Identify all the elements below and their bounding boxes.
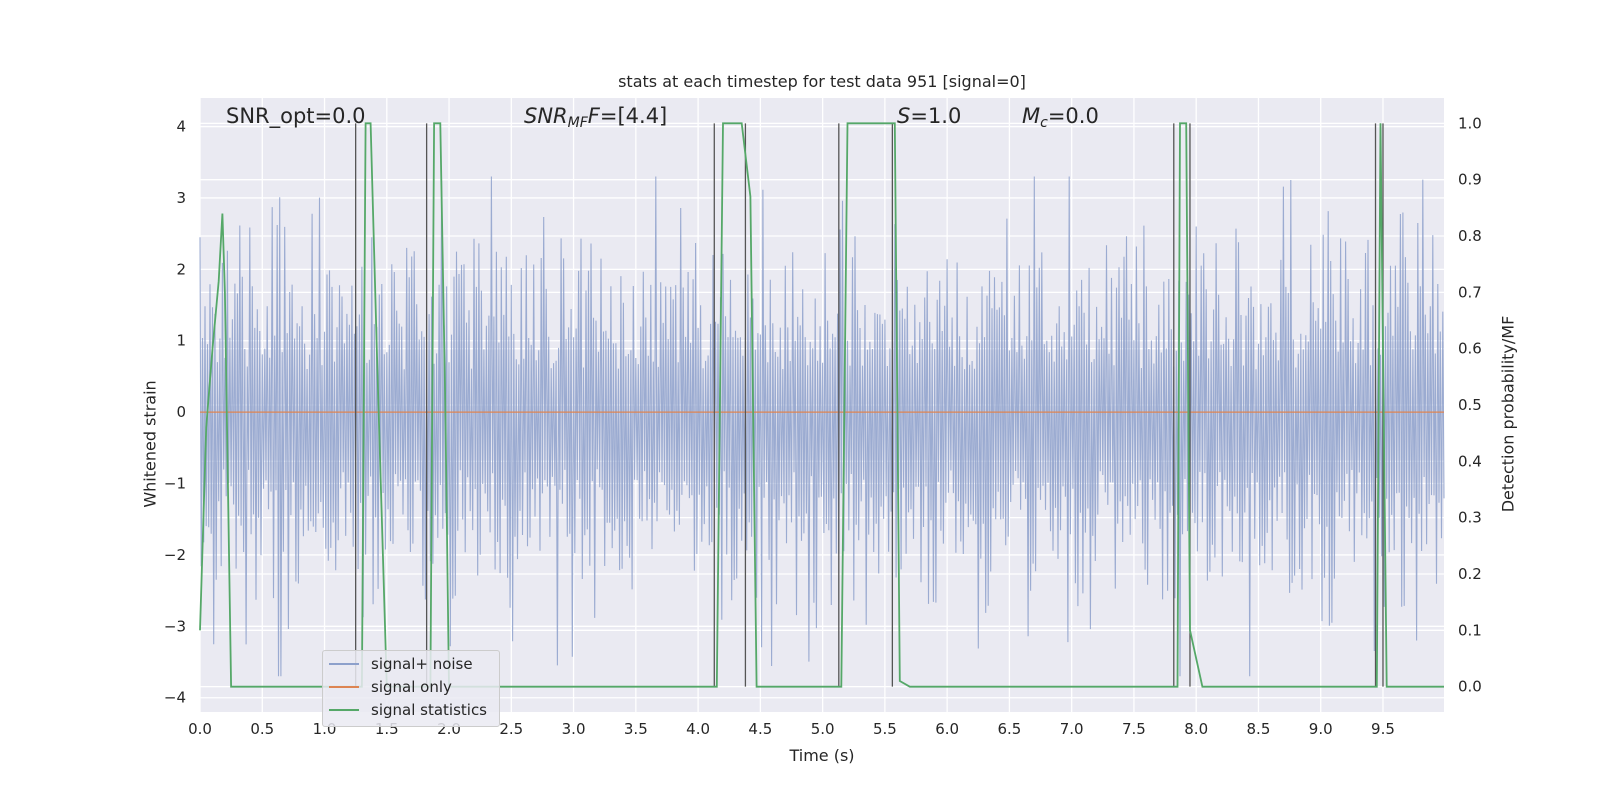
y-tick-label: 2 — [176, 260, 186, 278]
snr-mf-sub: MF — [567, 115, 588, 131]
y-right-tick-label: 0.4 — [1458, 452, 1482, 470]
y-tick-label: 4 — [176, 118, 186, 136]
signal-noise-line — [199, 176, 1445, 677]
y-tick-label: 3 — [176, 189, 186, 207]
y-right-tick-label: 0.0 — [1458, 678, 1482, 696]
x-tick-label: 3.0 — [562, 720, 586, 738]
x-tick-label: 5.0 — [811, 720, 835, 738]
legend-label-signal-statistics: signal statistics — [371, 701, 488, 719]
legend-item-signal-noise: signal+ noise — [329, 654, 473, 674]
x-tick-label: 9.0 — [1309, 720, 1333, 738]
x-tick-label: 9.5 — [1371, 720, 1395, 738]
s-annotation: S=1.0 — [897, 104, 961, 128]
y-right-tick-label: 1.0 — [1458, 114, 1482, 132]
y-right-tick-label: 0.8 — [1458, 227, 1482, 245]
y-tick-label: −1 — [164, 475, 186, 493]
legend-label-signal-only: signal only — [371, 678, 452, 696]
legend-swatch-signal-noise — [329, 663, 359, 665]
y-right-tick-label: 0.9 — [1458, 171, 1482, 189]
y-axis-label-right: Detection probability/MF — [1498, 315, 1518, 513]
mc-value: =0.0 — [1047, 104, 1099, 128]
legend-swatch-signal-statistics — [329, 709, 359, 711]
x-tick-label: 0.0 — [188, 720, 212, 738]
y-tick-label: −2 — [164, 546, 186, 564]
snr-mf-main: SNR — [524, 104, 568, 128]
legend-item-signal-only: signal only — [329, 677, 452, 697]
x-tick-label: 6.5 — [997, 720, 1021, 738]
signal-noise-series — [199, 176, 1445, 677]
x-tick-label: 4.5 — [748, 720, 772, 738]
x-tick-label: 0.5 — [250, 720, 274, 738]
x-tick-label: 8.5 — [1247, 720, 1271, 738]
y-right-tick-label: 0.5 — [1458, 396, 1482, 414]
y-tick-label: −3 — [164, 617, 186, 635]
x-tick-label: 7.5 — [1122, 720, 1146, 738]
y-right-tick-label: 0.1 — [1458, 621, 1482, 639]
y-right-tick-label: 0.6 — [1458, 340, 1482, 358]
y-right-tick-label: 0.2 — [1458, 565, 1482, 583]
snr-mf-value: =[4.4] — [599, 104, 668, 128]
x-tick-label: 8.0 — [1184, 720, 1208, 738]
x-tick-label: 7.0 — [1060, 720, 1084, 738]
mc-annotation: Mc=0.0 — [1022, 104, 1099, 131]
snr-mf-f: F — [587, 104, 600, 128]
x-tick-label: 4.0 — [686, 720, 710, 738]
snr-opt-annotation: SNR_opt=0.0 — [226, 104, 366, 128]
y-right-tick-label: 0.7 — [1458, 283, 1482, 301]
y-tick-label: 0 — [176, 403, 186, 421]
signal-statistics-series — [199, 122, 1444, 688]
legend-item-signal-statistics: signal statistics — [329, 700, 487, 720]
legend-label-signal-noise: signal+ noise — [371, 655, 473, 673]
mc-main: M — [1022, 104, 1041, 128]
signal-statistics-line — [199, 122, 1444, 688]
x-tick-label: 3.5 — [624, 720, 648, 738]
chart-title: stats at each timestep for test data 951… — [618, 72, 1026, 91]
legend-swatch-signal-only — [329, 686, 359, 688]
x-tick-label: 5.5 — [873, 720, 897, 738]
y-tick-label: −4 — [164, 689, 186, 707]
x-tick-label: 2.5 — [499, 720, 523, 738]
y-axis-label-left: Whitened strain — [140, 380, 160, 508]
mc-sub: c — [1040, 115, 1048, 131]
s-value: =1.0 — [910, 104, 962, 128]
legend: signal+ noise signal only signal statist… — [322, 650, 500, 727]
x-axis-label: Time (s) — [789, 746, 855, 765]
snr-mf-annotation: SNRMFF=[4.4] — [524, 104, 667, 131]
s-main: S — [897, 104, 911, 128]
y-right-tick-label: 0.3 — [1458, 509, 1482, 527]
x-tick-label: 6.0 — [935, 720, 959, 738]
detection-markers — [355, 123, 1384, 687]
y-tick-label: 1 — [176, 332, 186, 350]
